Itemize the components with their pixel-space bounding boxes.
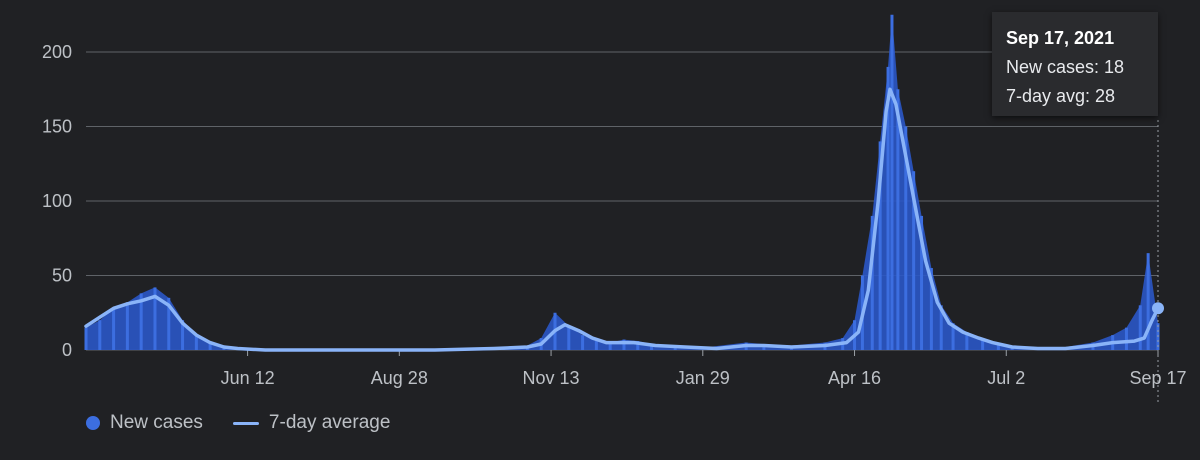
new-cases-bar-4 [139,293,143,350]
new-cases-bar-58 [1138,305,1142,350]
new-cases-bar-5 [153,287,157,350]
new-cases-bar-23 [581,335,585,350]
new-cases-bar-47 [939,305,943,350]
new-cases-bar-8 [194,335,198,350]
new-cases-bar-48 [951,323,955,350]
new-cases-bar-25 [608,342,612,350]
hover-point-marker [1152,302,1164,315]
new-cases-bar-7 [181,320,185,350]
new-cases-bar-39 [878,141,882,350]
x-tick-label-4: Apr 16 [828,368,881,388]
new-cases-bar-6 [167,297,171,350]
new-cases-bar-59 [1146,253,1150,350]
new-cases-bar-0 [84,327,88,350]
x-tick-label-0: Jun 12 [221,368,275,388]
new-cases-bar-44 [912,171,916,350]
new-cases-bar-41 [890,14,894,350]
legend-label-new-cases: New cases [110,412,203,433]
new-cases-bar-1 [98,320,102,350]
new-cases-bar-49 [965,332,969,350]
new-cases-bar-45 [920,215,924,350]
new-cases-bar-46 [929,268,933,350]
new-cases-bar-51 [996,344,1000,350]
new-cases-bar-40 [886,66,890,351]
tooltip-new-cases: New cases: 18 [1006,57,1125,77]
new-cases-bar-57 [1124,327,1128,350]
tooltip-date: Sep 17, 2021 [1006,28,1115,48]
legend-item-new-cases[interactable]: New cases [86,412,203,434]
new-cases-bar-3 [125,302,129,350]
x-tick-label-6: Sep 17 [1129,368,1186,388]
y-tick-label-100: 100 [42,191,72,211]
legend-label-7-day-average: 7-day average [268,412,391,433]
legend-dot-icon [86,416,100,430]
x-tick-label-5: Jul 2 [987,368,1025,388]
new-cases-bar-38 [870,215,874,350]
tooltip-7-day-avg: 7-day avg: 28 [1006,86,1116,106]
new-cases-bar-50 [981,338,985,350]
x-tick-label-3: Jan 29 [676,368,730,388]
y-tick-label-50: 50 [52,266,72,286]
new-cases-bar-29 [673,347,677,350]
new-cases-bar-27 [636,341,640,350]
new-cases-bar-26 [622,339,626,350]
x-tick-label-1: Aug 28 [371,368,428,388]
new-cases-bar-9 [208,342,212,350]
legend: New cases 7-day average [86,412,390,434]
new-cases-bar-43 [904,126,908,350]
legend-item-7-day-average[interactable]: 7-day average [232,412,391,434]
seven-day-average-line [84,87,1160,352]
legend-line-icon [232,421,259,425]
new-cases-bar-2 [112,308,116,350]
x-tick-label-2: Nov 13 [523,368,580,388]
new-cases-bar-28 [650,344,654,350]
new-cases-bar-42 [896,89,900,350]
new-cases-bar-22 [567,326,571,350]
new-cases-bar-24 [594,341,598,350]
y-tick-label-150: 150 [42,117,72,137]
chart-plot[interactable]: 0 50 100 150 200 Jun 12 Aug 28 Nov 13 Jan 29 Apr … [0,0,1200,410]
hover-tooltip: Sep 17, 2021 New cases: 18 7-day avg: 28 [992,12,1158,116]
y-tick-label-200: 200 [42,42,72,62]
y-tick-label-0: 0 [62,340,72,360]
